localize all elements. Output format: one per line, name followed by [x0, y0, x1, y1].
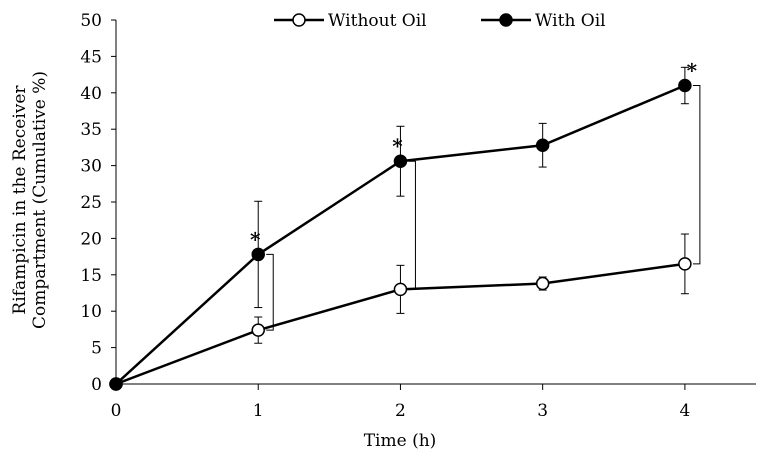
legend-marker-filled-circle	[499, 13, 513, 27]
data-point-without-oil	[678, 257, 692, 271]
y-axis-title: Rifampicin in the Receiver Compartment (…	[10, 71, 50, 329]
significance-bracket	[266, 253, 274, 331]
y-tick-label: 50	[80, 11, 102, 31]
data-markers	[109, 78, 692, 391]
axes: 0 5 10 15 20 25 30 35 40 45 50 0 1 2 3 4	[80, 11, 756, 421]
significance-markers: * * *	[250, 59, 698, 252]
y-axis-title-line-1: Rifampicin in the Receiver	[10, 85, 30, 315]
legend-marker-open-circle	[292, 13, 306, 27]
data-point-with-oil	[393, 154, 408, 168]
y-tick-label: 20	[80, 229, 102, 249]
data-point-without-oil	[393, 282, 408, 297]
data-point-with-oil	[109, 377, 123, 391]
y-tick-label: 45	[80, 47, 102, 67]
data-point-with-oil	[251, 247, 265, 262]
x-tick-label: 1	[253, 401, 264, 421]
legend-label-without-oil: Without Oil	[328, 11, 427, 31]
significance-asterisk: *	[250, 227, 261, 251]
y-tick-label: 25	[80, 193, 102, 213]
significance-asterisk: *	[392, 134, 403, 158]
x-tick-label: 0	[111, 401, 122, 421]
y-axis-title-line-2: Compartment (Cumulative %)	[30, 71, 50, 329]
data-point-with-oil	[535, 138, 550, 152]
legend: Without Oil With Oil	[274, 11, 606, 31]
x-tick-label: 3	[537, 401, 548, 421]
x-tick-label: 2	[395, 401, 406, 421]
x-axis-title: Time (h)	[364, 431, 437, 451]
error-bars	[254, 66, 689, 344]
significance-bracket	[692, 85, 701, 265]
y-tick-label: 35	[80, 120, 102, 140]
significance-asterisk: *	[687, 59, 698, 83]
data-point-without-oil	[251, 323, 265, 337]
y-tick-label: 0	[91, 375, 102, 395]
y-tick-label: 30	[80, 157, 102, 177]
data-point-with-oil	[678, 78, 692, 93]
legend-label-with-oil: With Oil	[535, 11, 606, 31]
y-tick-label: 40	[80, 84, 102, 104]
y-tick-label: 10	[80, 302, 102, 322]
data-point-without-oil	[535, 276, 550, 291]
x-tick-label: 4	[679, 401, 690, 421]
y-tick-label: 15	[80, 266, 102, 286]
y-tick-label: 5	[91, 339, 102, 359]
significance-bracket	[408, 160, 416, 290]
